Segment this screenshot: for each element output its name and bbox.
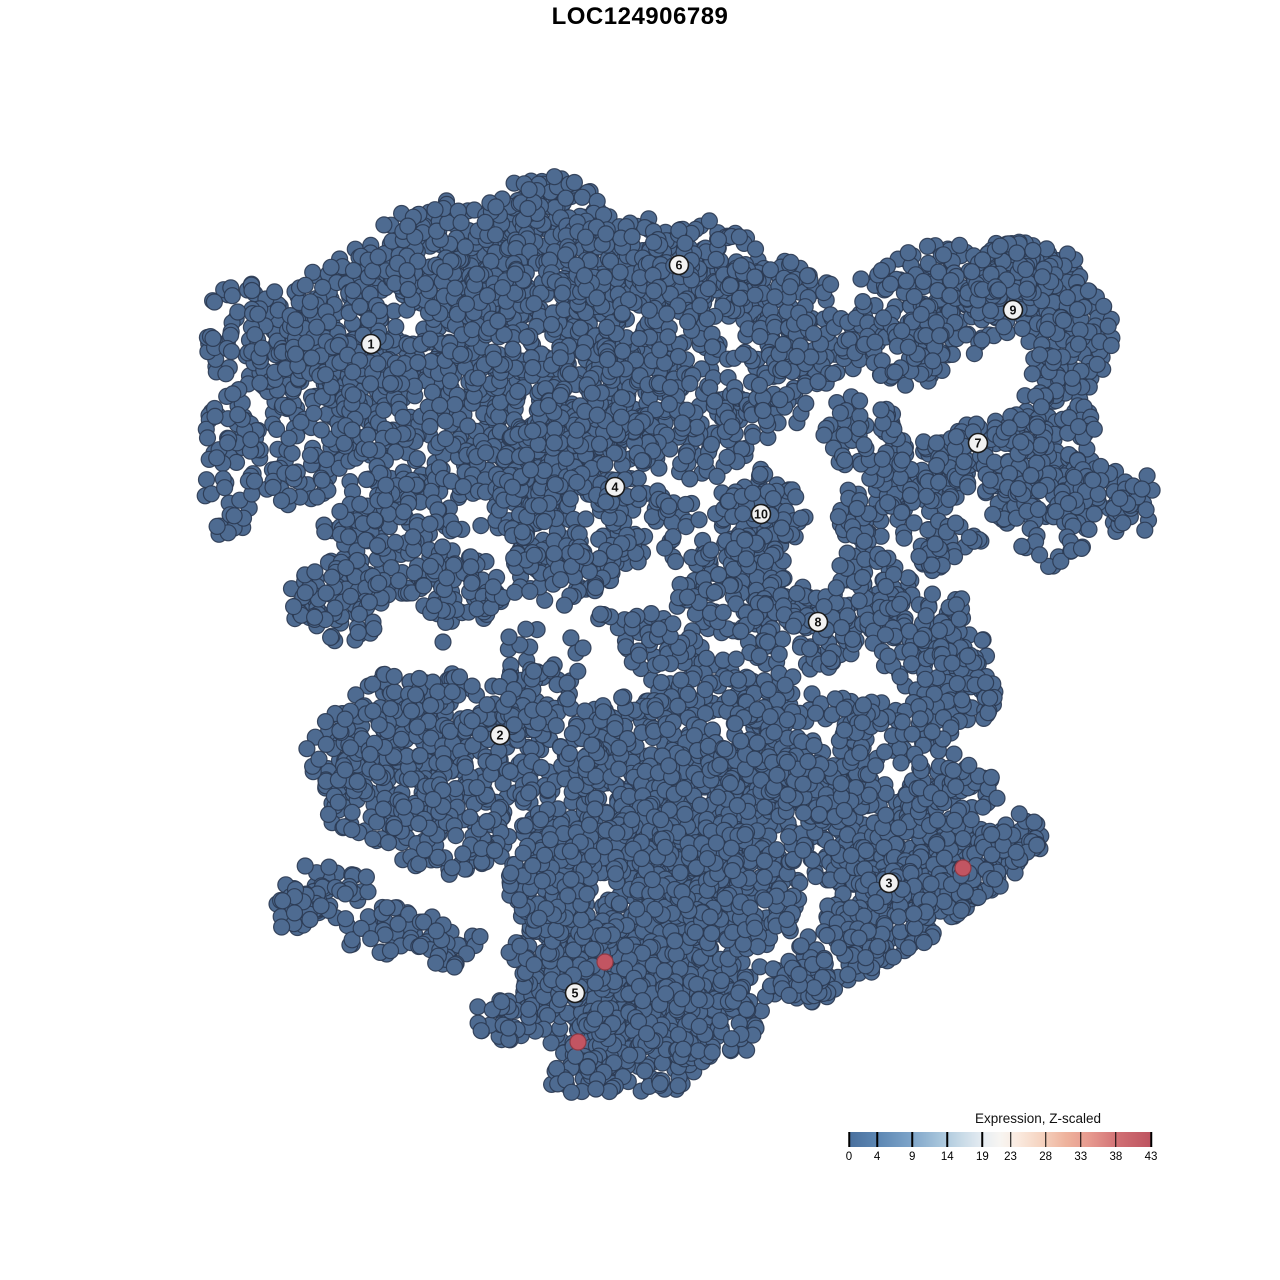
cell-dots (196, 168, 1161, 1101)
colorbar-tick-label: 0 (845, 1151, 853, 1163)
highlighted-cell-dot (569, 1033, 587, 1051)
cluster-label-badge (489, 724, 511, 746)
colorbar-tick (911, 1132, 913, 1147)
cluster-label-badge (878, 872, 900, 894)
cluster-label-9: 9 (1002, 299, 1024, 321)
cluster-label-badge (1002, 299, 1024, 321)
colorbar-tick (981, 1132, 984, 1147)
cluster-label-number: 3 (886, 876, 893, 890)
cluster-label-badge (564, 982, 586, 1004)
cluster-label-7: 7 (967, 432, 989, 454)
colorbar-tick-label: 9 (909, 1151, 916, 1163)
colorbar-tick (848, 1132, 850, 1147)
colorbar-tick-label: 19 (976, 1151, 989, 1163)
colorbar-tick-label: 43 (1144, 1151, 1158, 1163)
cluster-label-6: 6 (668, 254, 690, 276)
cluster-label-badge (807, 611, 829, 633)
cluster-label-number: 10 (754, 507, 768, 521)
colorbar-tick (1009, 1132, 1012, 1147)
cluster-label-number: 2 (497, 728, 504, 742)
highlighted-cell-dot (596, 953, 614, 971)
colorbar-tick-label: 33 (1074, 1151, 1088, 1163)
colorbar: 0 4 9 14 19 23 28 33 38 43 (846, 1132, 1157, 1163)
cluster-label-badge (750, 503, 772, 525)
cluster-label-number: 8 (815, 615, 822, 629)
colorbar-tick-label: 4 (873, 1151, 881, 1163)
expression-legend: Expression, Z-scaled 0 4 9 14 19 23 28 33 38 43 (830, 1080, 1175, 1180)
page-title: LOC124906789 (551, 3, 729, 30)
cluster-label-5: 5 (564, 982, 586, 1004)
cluster-label-badge (668, 254, 690, 276)
highlighted-cells (569, 859, 972, 1051)
colorbar-tick (876, 1132, 878, 1147)
colorbar-tick (1044, 1132, 1047, 1147)
colorbar-tick (1080, 1132, 1082, 1147)
colorbar-tick-label: 14 (940, 1151, 954, 1163)
cluster-label-1: 1 (360, 333, 382, 355)
cluster-label-3: 3 (878, 872, 900, 894)
colorbar-tick-label: 38 (1109, 1151, 1123, 1163)
colorbar-tick (1115, 1132, 1117, 1147)
highlighted-cell-dot (954, 859, 972, 877)
cluster-label-2: 2 (489, 724, 511, 746)
cluster-label-number: 5 (572, 986, 579, 1000)
colorbar-tick-label: 23 (1004, 1151, 1017, 1163)
colorbar-tick (946, 1132, 949, 1147)
cluster-label-badge (604, 476, 626, 498)
cluster-label-4: 4 (604, 476, 626, 498)
cluster-label-number: 7 (975, 436, 982, 450)
cluster-label-number: 6 (676, 258, 683, 272)
cluster-label-badge (360, 333, 382, 355)
legend-title: Expression, Z-scaled (974, 1111, 1102, 1126)
cluster-labels: 1 2 3 4 5 6 7 8 9 10 (360, 254, 1024, 1004)
cluster-label-badge (967, 432, 989, 454)
cluster-label-8: 8 (807, 611, 829, 633)
colorbar-tick-label: 28 (1039, 1151, 1053, 1163)
cluster-label-number: 4 (612, 480, 619, 494)
colorbar-tick (1150, 1132, 1152, 1147)
cluster-label-number: 1 (368, 337, 375, 351)
colorbar-gradient (849, 1132, 1151, 1147)
cluster-label-10: 10 (750, 503, 772, 525)
cluster-label-number: 9 (1010, 303, 1017, 317)
